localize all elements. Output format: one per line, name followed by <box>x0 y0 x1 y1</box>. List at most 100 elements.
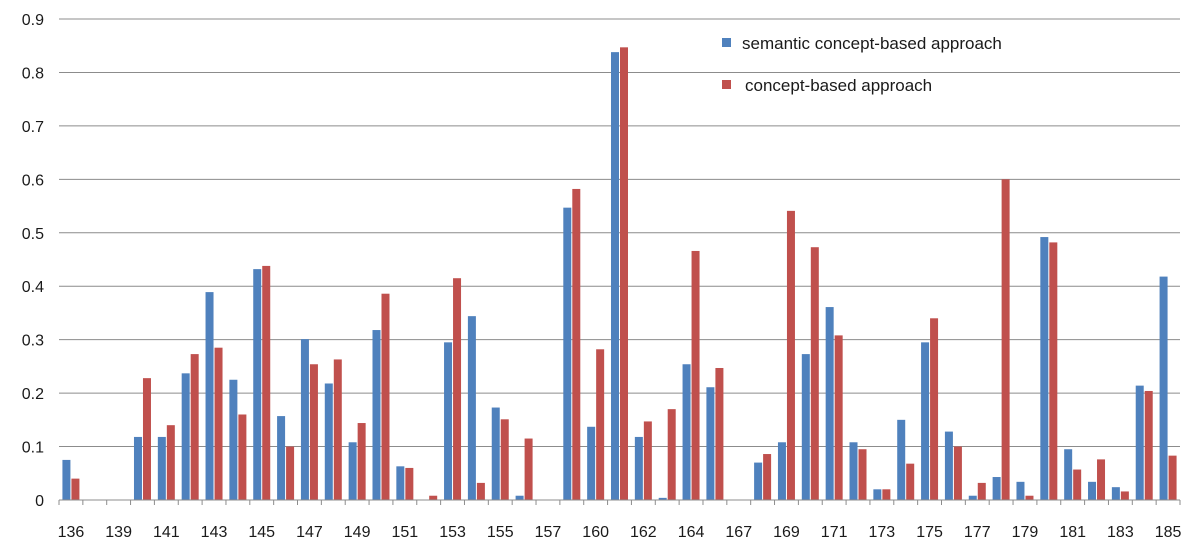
x-tick-label: 173 <box>869 524 896 541</box>
bar-concept-160 <box>596 349 605 500</box>
bars <box>62 47 1177 501</box>
bar-semantic-148 <box>324 383 333 500</box>
bar-concept-143 <box>214 347 223 500</box>
bar-concept-172 <box>858 449 867 500</box>
x-tick-label: 136 <box>58 524 85 541</box>
x-tick-label: 160 <box>582 524 609 541</box>
x-tick-label: 143 <box>201 524 228 541</box>
bar-concept-166 <box>715 367 724 500</box>
bar-concept-183 <box>1120 491 1129 500</box>
x-tick-label: 153 <box>439 524 466 541</box>
bar-concept-151 <box>405 467 414 500</box>
legend: semantic concept-based approach concept-… <box>722 34 1002 95</box>
bar-semantic-169 <box>777 442 786 500</box>
y-tick-label: 0 <box>35 493 44 510</box>
bar-semantic-180 <box>1040 237 1049 500</box>
bar-semantic-185 <box>1159 276 1168 500</box>
bar-concept-144 <box>238 414 247 500</box>
y-tick-label: 0.8 <box>22 65 44 82</box>
bar-concept-150 <box>381 293 390 500</box>
bar-concept-153 <box>453 278 462 500</box>
y-tick-label: 0.3 <box>22 333 44 350</box>
bar-semantic-155 <box>491 407 500 500</box>
bar-semantic-142 <box>181 373 190 500</box>
x-tick-label: 183 <box>1107 524 1134 541</box>
bar-concept-181 <box>1073 469 1082 500</box>
x-tick-label: 181 <box>1059 524 1086 541</box>
bar-semantic-144 <box>229 379 238 500</box>
bar-concept-156 <box>524 438 533 500</box>
bar-concept-148 <box>333 359 342 500</box>
y-tick-label: 0.5 <box>22 226 44 243</box>
bar-concept-140 <box>142 378 151 500</box>
bar-semantic-159 <box>563 207 572 501</box>
x-tick-label: 175 <box>916 524 943 541</box>
bar-semantic-147 <box>300 339 309 500</box>
y-tick-label: 0.4 <box>22 279 44 296</box>
x-tick-label: 177 <box>964 524 991 541</box>
bar-semantic-154 <box>467 316 476 500</box>
bar-semantic-162 <box>634 436 643 500</box>
legend-swatch-semantic <box>722 38 731 47</box>
bar-semantic-175 <box>921 342 930 500</box>
bar-concept-163 <box>667 409 676 500</box>
bar-concept-145 <box>262 265 271 500</box>
bar-semantic-151 <box>396 466 405 500</box>
bar-semantic-145 <box>253 269 262 500</box>
bar-semantic-149 <box>348 442 357 500</box>
y-tick-label: 0.2 <box>22 386 44 403</box>
bar-concept-159 <box>572 188 581 500</box>
x-tick-label: 162 <box>630 524 657 541</box>
bar-semantic-181 <box>1064 449 1073 500</box>
bar-concept-152 <box>429 495 438 500</box>
bar-semantic-161 <box>611 52 619 500</box>
bar-semantic-179 <box>1016 481 1025 500</box>
x-tick-label: 149 <box>344 524 371 541</box>
bar-semantic-184 <box>1135 385 1144 500</box>
x-tick-label: 151 <box>391 524 418 541</box>
bar-semantic-140 <box>133 436 142 500</box>
bar-semantic-178 <box>992 477 1001 500</box>
bar-concept-154 <box>476 482 485 500</box>
bar-semantic-172 <box>849 442 858 500</box>
bar-semantic-168 <box>754 462 763 500</box>
bar-semantic-163 <box>658 497 667 500</box>
y-tick-label: 0.9 <box>22 12 44 29</box>
x-tick-label: 155 <box>487 524 514 541</box>
x-tick-label: 157 <box>535 524 562 541</box>
x-tick-label: 145 <box>248 524 275 541</box>
legend-swatch-concept <box>722 80 731 89</box>
bar-concept-162 <box>643 421 652 500</box>
bar-semantic-171 <box>825 307 834 500</box>
bar-concept-185 <box>1168 455 1177 500</box>
bar-semantic-177 <box>968 495 977 500</box>
bar-semantic-176 <box>944 431 953 500</box>
bar-semantic-141 <box>157 436 166 500</box>
bar-concept-169 <box>786 210 795 501</box>
x-axis-ticks: 136 139 141 143 145 147 149 151 153 155 157 160 162 1… <box>58 524 1182 541</box>
bar-semantic-173 <box>873 489 882 500</box>
y-axis-ticks: 0 0.1 0.2 0.3 0.4 0.5 0.6 0.7 0.8 0.9 <box>22 12 44 510</box>
bar-semantic-136 <box>62 459 71 500</box>
bar-concept-182 <box>1097 459 1106 500</box>
bar-semantic-164 <box>682 364 691 500</box>
bar-concept-173 <box>882 489 891 500</box>
bar-concept-142 <box>190 354 199 500</box>
bar-concept-180 <box>1049 242 1058 501</box>
bar-semantic-170 <box>801 354 810 500</box>
x-tick-label: 171 <box>821 524 848 541</box>
bar-concept-146 <box>286 446 295 500</box>
y-tick-label: 0.6 <box>22 172 44 189</box>
bar-concept-161 <box>620 47 628 500</box>
legend-label-concept: concept-based approach <box>745 76 932 95</box>
x-tick-label: 179 <box>1012 524 1039 541</box>
bar-concept-168 <box>763 454 772 500</box>
legend-label-semantic: semantic concept-based approach <box>742 34 1002 53</box>
x-tick-label: 169 <box>773 524 800 541</box>
x-tick-label: 141 <box>153 524 180 541</box>
bar-semantic-182 <box>1088 481 1097 500</box>
bar-concept-149 <box>357 423 366 500</box>
bar-semantic-150 <box>372 330 381 500</box>
bar-semantic-174 <box>897 419 906 500</box>
